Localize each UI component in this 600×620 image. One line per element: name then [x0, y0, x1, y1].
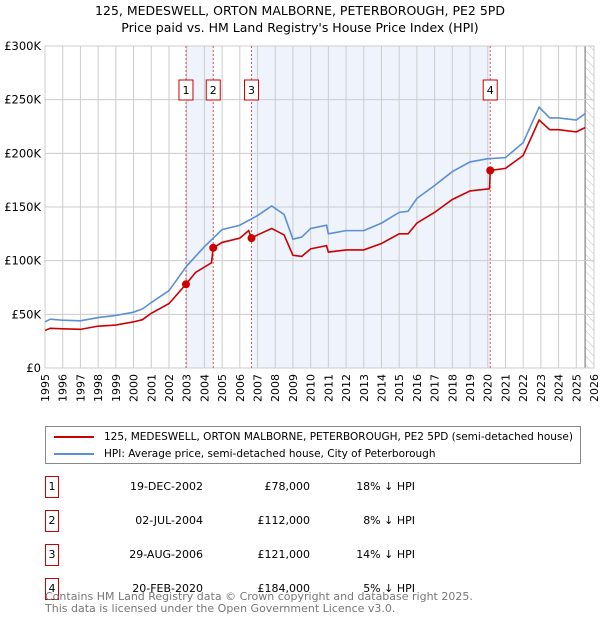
legend-item-property: 125, MEDESWELL, ORTON MALBORNE, PETERBOR…	[54, 430, 573, 444]
x-tick-label: 2017	[429, 374, 442, 402]
y-tick-label: £0	[26, 361, 41, 375]
y-tick-label: £100K	[4, 254, 41, 268]
legend-item-hpi: HPI: Average price, semi-detached house,…	[54, 447, 436, 461]
x-tick-label: 2021	[499, 374, 512, 402]
legend: 125, MEDESWELL, ORTON MALBORNE, PETERBOR…	[45, 426, 581, 464]
sale-point	[209, 243, 218, 252]
x-tick-label: 2006	[234, 374, 247, 402]
sale-marker-box	[482, 79, 498, 101]
sale-number: 1	[45, 476, 59, 498]
x-tick-label: 1997	[74, 374, 87, 402]
legend-label: HPI: Average price, semi-detached house,…	[104, 448, 436, 460]
x-tick-label: 2015	[393, 374, 406, 402]
chart-title: 125, MEDESWELL, ORTON MALBORNE, PETERBOR…	[95, 3, 505, 18]
x-tick-label: 1996	[57, 374, 70, 402]
x-tick-label: 2009	[287, 374, 300, 402]
sale-row: 4 20-FEB-2020 £184,000 5% ↓ HPI	[45, 578, 445, 600]
sale-marker-number: 4	[487, 84, 494, 97]
x-tick-label: 1998	[92, 374, 105, 402]
x-tick-label: 2024	[553, 374, 566, 402]
sale-price: £184,000	[257, 582, 311, 595]
x-tick-label: 2012	[340, 374, 353, 402]
y-tick-label: £250K	[4, 93, 41, 107]
legend-label: 125, MEDESWELL, ORTON MALBORNE, PETERBOR…	[104, 431, 573, 443]
sale-point	[486, 166, 495, 175]
x-tick-label: 2026	[588, 374, 600, 402]
y-tick-label: £50K	[12, 307, 42, 321]
sale-price: £112,000	[257, 514, 311, 527]
x-tick-label: 2011	[322, 374, 335, 402]
x-tick-label: 2016	[411, 374, 424, 402]
sale-marker-box	[243, 79, 259, 101]
sale-number: 4	[45, 578, 59, 600]
x-tick-label: 2000	[128, 374, 141, 402]
x-tick-label: 2005	[216, 374, 229, 402]
x-tick-label: 2025	[570, 374, 583, 402]
x-tick-label: 2004	[198, 374, 211, 402]
sale-hpi-diff: 8% ↓ HPI	[363, 514, 415, 527]
sale-hpi-diff: 18% ↓ HPI	[356, 480, 415, 493]
series-line-hpi	[44, 105, 586, 323]
sale-marker-number: 1	[182, 84, 189, 97]
y-tick-label: £150K	[4, 200, 41, 214]
sale-price: £78,000	[264, 480, 311, 493]
legend-swatch	[54, 436, 94, 438]
sale-number: 2	[45, 510, 59, 532]
x-tick-label: 2003	[181, 374, 194, 402]
sale-point	[181, 280, 190, 289]
x-tick-label: 2019	[464, 374, 477, 402]
x-tick-label: 2007	[252, 374, 265, 402]
sale-date: 19-DEC-2002	[129, 480, 203, 493]
x-tick-label: 2013	[358, 374, 371, 402]
x-tick-label: 2002	[163, 374, 176, 402]
sale-row: 3 29-AUG-2006 £121,000 14% ↓ HPI	[45, 544, 445, 566]
x-tick-label: 2018	[446, 374, 459, 402]
chart-subtitle: Price paid vs. HM Land Registry's House …	[121, 20, 479, 35]
x-tick-label: 1995	[39, 374, 52, 402]
sale-marker-number: 2	[210, 84, 217, 97]
x-tick-label: 2014	[375, 374, 388, 402]
x-tick-label: 2008	[269, 374, 282, 402]
x-tick-label: 2001	[145, 374, 158, 402]
sale-point	[247, 234, 256, 243]
legend-swatch	[54, 453, 94, 455]
x-tick-label: 1999	[110, 374, 123, 402]
plot-frame	[44, 45, 595, 369]
x-tick-label: 2022	[517, 374, 530, 402]
sale-date: 02-JUL-2004	[135, 514, 203, 527]
sale-row: 2 02-JUL-2004 £112,000 8% ↓ HPI	[45, 510, 445, 532]
sale-date: 20-FEB-2020	[132, 582, 203, 595]
sale-hpi-diff: 5% ↓ HPI	[363, 582, 415, 595]
x-tick-label: 2023	[535, 374, 548, 402]
sale-marker-box	[178, 79, 194, 101]
y-tick-label: £300K	[4, 39, 41, 53]
sale-marker-number: 3	[248, 84, 255, 97]
sale-row: 1 19-DEC-2002 £78,000 18% ↓ HPI	[45, 476, 445, 498]
x-tick-label: 2020	[482, 374, 495, 402]
sale-date: 29-AUG-2006	[129, 548, 203, 561]
price-chart: 1995 1996 1997 1998 1999 2000 2001 2002 2003 2004…	[4, 39, 600, 402]
footer-copyright: Contains HM Land Registry data © Crown c…	[45, 590, 473, 603]
x-tick-label: 2010	[305, 374, 318, 402]
sale-marker-box	[205, 79, 221, 101]
sale-price: £121,000	[257, 548, 311, 561]
sale-hpi-diff: 14% ↓ HPI	[356, 548, 415, 561]
sale-number: 3	[45, 544, 59, 566]
footer-licence: This data is licensed under the Open Gov…	[45, 602, 396, 615]
y-tick-label: £200K	[4, 146, 41, 160]
